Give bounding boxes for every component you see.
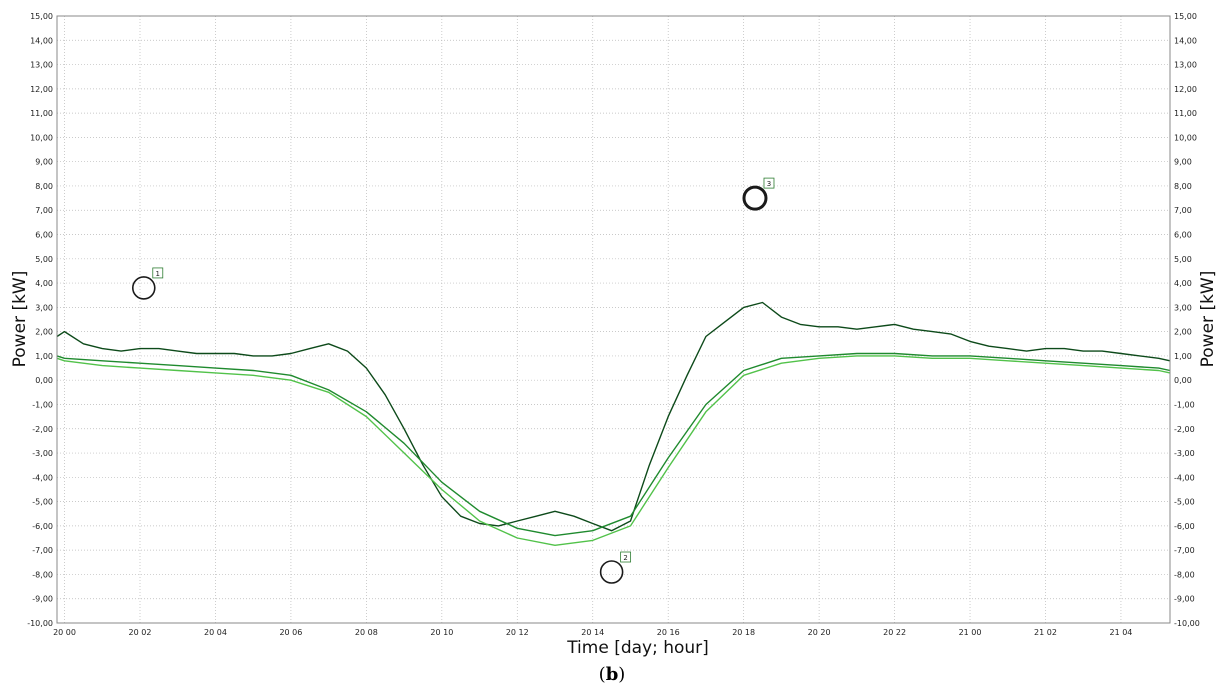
y-tick-label-right: -9,00 — [1174, 595, 1195, 604]
x-tick-label: 20 20 — [808, 628, 831, 637]
annotation-label: 2 — [623, 554, 627, 562]
y-tick-label-right: 0,00 — [1174, 376, 1192, 385]
x-tick-label: 20 10 — [430, 628, 453, 637]
y-tick-label-left: -9,00 — [32, 595, 53, 604]
y-tick-label-right: 12,00 — [1174, 85, 1197, 94]
annotation-label: 3 — [767, 180, 771, 188]
y-tick-label-left: -4,00 — [32, 473, 53, 482]
y-tick-label-right: 6,00 — [1174, 231, 1192, 240]
y-tick-label-left: 7,00 — [35, 206, 53, 215]
y-tick-label-right: -3,00 — [1174, 449, 1195, 458]
panel-label: (b) — [0, 664, 1224, 685]
y-tick-label-right: 14,00 — [1174, 36, 1197, 45]
y-tick-label-right: 2,00 — [1174, 328, 1192, 337]
y-tick-label-left: 12,00 — [30, 85, 53, 94]
annotation-tag — [152, 267, 164, 279]
y-tick-label-left: 0,00 — [35, 376, 53, 385]
y-tick-label-right: 5,00 — [1174, 255, 1192, 264]
series-lines — [56, 301, 1171, 546]
y-tick-label-left: -8,00 — [32, 570, 53, 579]
x-tick-label: 20 06 — [279, 628, 302, 637]
panel-label-letter: b — [605, 664, 619, 685]
y-tick-label-left: -6,00 — [32, 522, 53, 531]
y-tick-label-left: 9,00 — [35, 158, 53, 167]
y-tick-label-left: -3,00 — [32, 449, 53, 458]
y-tick-label-left: 6,00 — [35, 231, 53, 240]
y-tick-label-left: 13,00 — [30, 61, 53, 70]
y-tick-label-left: -7,00 — [32, 546, 53, 555]
y-tick-label-right: -10,00 — [1174, 619, 1200, 628]
annotation-tag — [620, 551, 632, 563]
series-line-3 — [56, 352, 1171, 537]
series-line-2 — [56, 355, 1171, 546]
y-tick-label-left: -2,00 — [32, 425, 53, 434]
y-tick-label-right: 11,00 — [1174, 109, 1197, 118]
power-chart: -10,00 -10,00 -9,00 -9,00 -8,00 -8,00 -7,00 -7,… — [10, 12, 1218, 658]
annotation-label: 1 — [156, 270, 160, 278]
panel-label-open: ( — [598, 664, 606, 685]
x-tick-label: 21 02 — [1034, 628, 1057, 637]
x-tick-label: 20 04 — [204, 628, 227, 637]
y-tick-label-right: -5,00 — [1174, 498, 1195, 507]
y-tick-label-left: 10,00 — [30, 133, 53, 142]
y-tick-label-right: -4,00 — [1174, 473, 1195, 482]
y-axis-title-right: Power [kW] — [1198, 271, 1218, 368]
x-tick-label: 20 02 — [129, 628, 152, 637]
y-tick-label-left: 4,00 — [35, 279, 53, 288]
y-tick-label-right: -2,00 — [1174, 425, 1195, 434]
y-tick-label-right: -8,00 — [1174, 570, 1195, 579]
annotation-circle — [599, 560, 624, 584]
annotation-circle — [131, 276, 156, 300]
y-tick-label-left: 14,00 — [30, 36, 53, 45]
y-tick-label-right: 4,00 — [1174, 279, 1192, 288]
x-tick-label: 20 14 — [581, 628, 604, 637]
x-tick-label: 20 08 — [355, 628, 378, 637]
y-tick-label-left: -1,00 — [32, 400, 53, 409]
annotation-circle — [742, 185, 768, 211]
y-tick-label-right: -7,00 — [1174, 546, 1195, 555]
grid — [57, 15, 1170, 624]
y-tick-label-left: 1,00 — [35, 352, 53, 361]
x-tick-label: 20 22 — [883, 628, 906, 637]
x-tick-label: 20 12 — [506, 628, 529, 637]
axis-ticks: -10,00 -10,00 -9,00 -9,00 -8,00 -8,00 -7,00 -7,… — [27, 12, 1200, 637]
series-line-1 — [56, 301, 1171, 532]
y-tick-label-right: 7,00 — [1174, 206, 1192, 215]
y-tick-label-right: 9,00 — [1174, 158, 1192, 167]
y-tick-label-right: 8,00 — [1174, 182, 1192, 191]
y-tick-label-left: 15,00 — [30, 12, 53, 21]
y-tick-label-left: 2,00 — [35, 328, 53, 337]
x-tick-label: 21 04 — [1109, 628, 1132, 637]
y-axis-title-left: Power [kW] — [10, 271, 30, 368]
annotations: 1 2 3 — [131, 177, 775, 584]
y-tick-label-right: -6,00 — [1174, 522, 1195, 531]
y-tick-label-left: 3,00 — [35, 303, 53, 312]
y-tick-label-right: 3,00 — [1174, 303, 1192, 312]
y-tick-label-right: 13,00 — [1174, 61, 1197, 70]
annotation-tag — [763, 177, 775, 189]
y-tick-label-right: 1,00 — [1174, 352, 1192, 361]
y-tick-label-right: -1,00 — [1174, 400, 1195, 409]
y-tick-label-left: -5,00 — [32, 498, 53, 507]
panel-label-close: ) — [618, 664, 626, 685]
y-tick-label-left: 5,00 — [35, 255, 53, 264]
y-tick-label-left: -10,00 — [27, 619, 53, 628]
x-axis-title: Time [day; hour] — [566, 638, 709, 658]
y-tick-label-right: 15,00 — [1174, 12, 1197, 21]
x-tick-label: 20 18 — [732, 628, 755, 637]
y-tick-label-left: 8,00 — [35, 182, 53, 191]
x-tick-label: 20 00 — [53, 628, 76, 637]
y-tick-label-left: 11,00 — [30, 109, 53, 118]
y-tick-label-right: 10,00 — [1174, 133, 1197, 142]
x-tick-label: 21 00 — [959, 628, 982, 637]
x-tick-label: 20 16 — [657, 628, 680, 637]
plot-frame — [56, 15, 1171, 624]
